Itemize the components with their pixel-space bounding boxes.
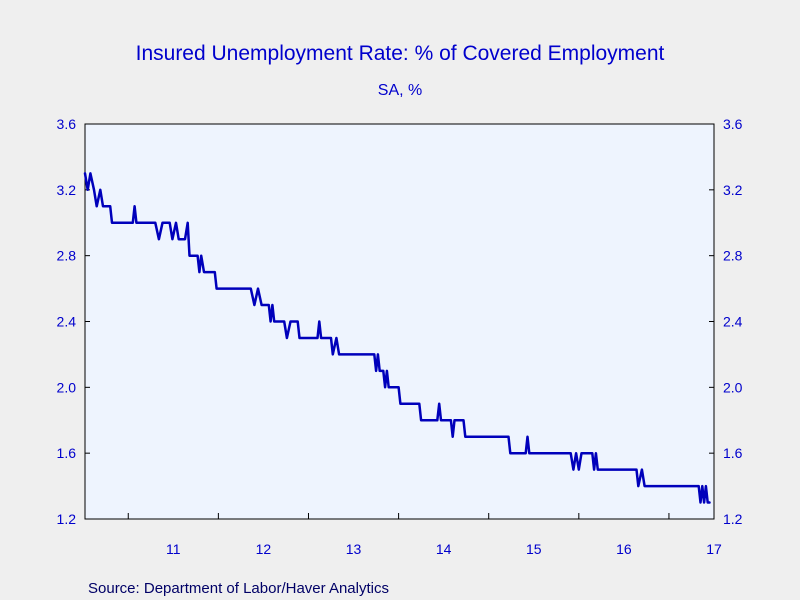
y-tick-label-right: 2.8 bbox=[723, 248, 743, 264]
y-tick-label-left: 2.0 bbox=[57, 379, 77, 395]
y-tick-label-left: 3.2 bbox=[57, 182, 77, 198]
series-line bbox=[83, 172, 711, 504]
y-tick-label-right: 2.4 bbox=[723, 314, 743, 330]
y-tick-label-left: 1.6 bbox=[57, 445, 77, 461]
plot-area bbox=[84, 123, 715, 520]
y-tick-label-right: 1.2 bbox=[723, 511, 743, 527]
x-tick-label: 16 bbox=[616, 541, 632, 557]
x-axis: 11 12 13 14 15 16 17 bbox=[127, 513, 722, 557]
y-tick-label-left: 3.6 bbox=[57, 116, 77, 132]
series-group bbox=[83, 172, 711, 504]
source-note: Source: Department of Labor/Haver Analyt… bbox=[88, 580, 389, 597]
y-tick-label-right: 1.6 bbox=[723, 445, 743, 461]
y-tick-label-right: 2.0 bbox=[723, 379, 743, 395]
x-tick-label: 13 bbox=[346, 541, 362, 557]
y-tick-label-right: 3.2 bbox=[723, 182, 743, 198]
x-tick-label: 15 bbox=[526, 541, 542, 557]
y-tick-label-left: 1.2 bbox=[57, 511, 77, 527]
y-tick-label-left: 2.8 bbox=[57, 248, 77, 264]
y-axis-left: 1.2 1.6 2.0 2.4 2.8 3.2 3.6 bbox=[57, 116, 90, 527]
y-tick-label-left: 2.4 bbox=[57, 314, 77, 330]
x-tick-label: 11 bbox=[166, 541, 181, 557]
chart-subtitle: SA, % bbox=[378, 82, 422, 99]
y-tick-label-right: 3.6 bbox=[723, 116, 743, 132]
chart-title: Insured Unemployment Rate: % of Covered … bbox=[136, 42, 665, 65]
x-tick-label: 17 bbox=[706, 541, 722, 557]
x-tick-label: 12 bbox=[256, 541, 272, 557]
y-axis-right: 1.2 1.6 2.0 2.4 2.8 3.2 3.6 bbox=[709, 116, 743, 527]
x-tick-label: 14 bbox=[436, 541, 452, 557]
